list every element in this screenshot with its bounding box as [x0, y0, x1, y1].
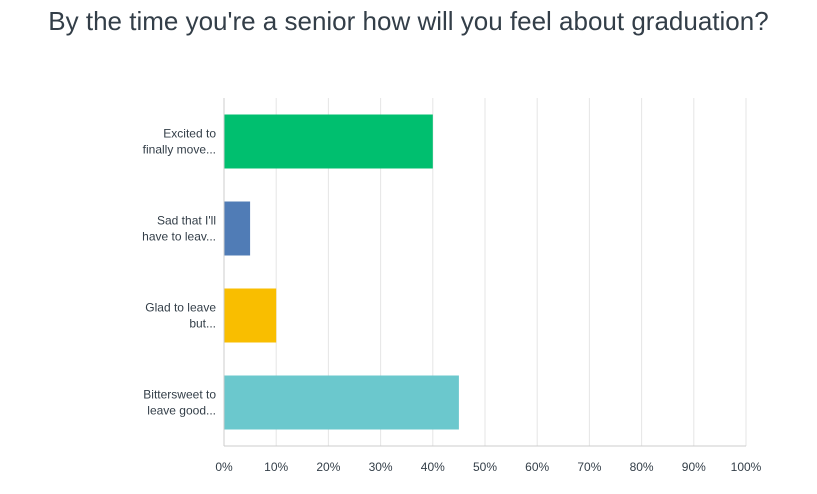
x-tick-label: 100% [731, 460, 762, 474]
x-tick-label: 30% [369, 460, 393, 474]
category-label: Glad to leave [145, 301, 216, 315]
chart-title: By the time you're a senior how will you… [48, 6, 769, 36]
bar [224, 114, 433, 169]
x-tick-label: 20% [316, 460, 340, 474]
x-tick-label: 60% [525, 460, 549, 474]
bar [224, 375, 459, 430]
x-tick-label: 80% [630, 460, 654, 474]
category-label: Bittersweet to [143, 388, 216, 402]
x-tick-label: 70% [577, 460, 601, 474]
category-label: Sad that I'll [157, 214, 216, 228]
category-label: leave good... [147, 404, 216, 418]
category-label: but... [189, 317, 216, 331]
category-label: Excited to [163, 127, 216, 141]
x-tick-label: 40% [421, 460, 445, 474]
bar [224, 201, 251, 256]
category-label: finally move... [143, 143, 216, 157]
bar [224, 288, 277, 343]
x-tick-label: 0% [215, 460, 233, 474]
x-tick-label: 90% [682, 460, 706, 474]
x-tick-label: 50% [473, 460, 497, 474]
x-tick-label: 10% [264, 460, 288, 474]
category-label: have to leav... [142, 230, 216, 244]
